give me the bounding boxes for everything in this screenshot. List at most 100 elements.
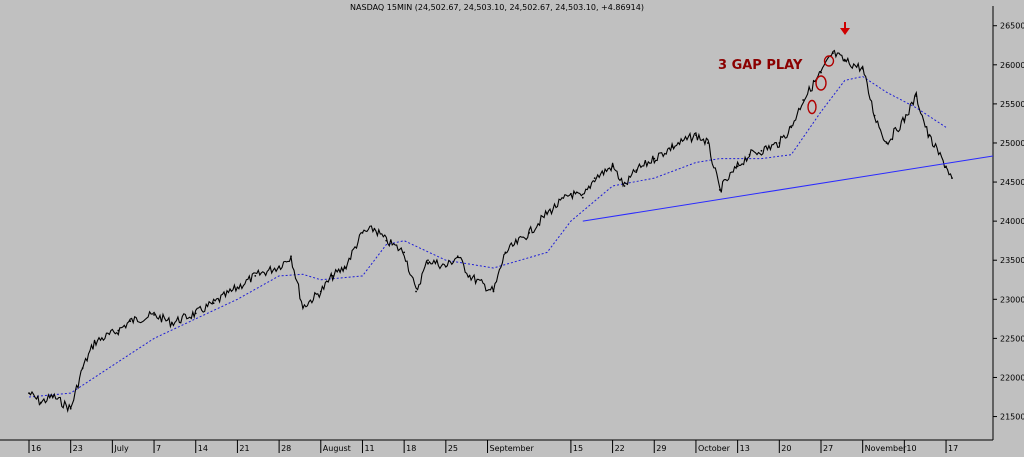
y-tick-label: 25500	[1000, 100, 1024, 109]
x-tick-label: 13	[740, 444, 750, 453]
moving-average-series	[28, 75, 947, 398]
price-point	[278, 265, 281, 268]
x-tick-label: October	[698, 444, 731, 453]
price-point	[302, 306, 304, 309]
price-point	[290, 255, 292, 258]
price-point	[718, 188, 721, 191]
price-point	[778, 142, 781, 144]
price-series	[28, 49, 953, 413]
price-point	[504, 251, 507, 254]
price-point	[748, 153, 751, 156]
price-point	[319, 290, 322, 293]
price-point	[153, 314, 155, 316]
price-point	[415, 290, 417, 293]
price-point	[468, 274, 471, 277]
y-tick-label: 21500	[1000, 413, 1024, 422]
price-point	[492, 290, 495, 293]
gap-circle-3	[823, 55, 835, 67]
price-point	[28, 392, 30, 395]
moving-average-line	[28, 75, 947, 398]
x-tick-label: 10	[906, 444, 916, 453]
price-point	[331, 274, 334, 277]
price-point	[802, 99, 805, 101]
price-point	[832, 52, 834, 54]
y-tick-label: 24500	[1000, 178, 1024, 187]
x-tick-label: 18	[406, 444, 416, 453]
price-point	[653, 157, 656, 160]
price-point	[706, 142, 709, 144]
price-point	[427, 259, 429, 262]
price-point	[861, 67, 864, 70]
y-tick-label: 23500	[1000, 256, 1024, 265]
x-tick-label: 25	[448, 444, 458, 453]
chart-title: NASDAQ 15MIN (24,502.67, 24,503.10, 24,5…	[350, 3, 644, 12]
price-point	[93, 341, 96, 344]
x-tick-label: November	[865, 444, 907, 453]
price-point	[885, 142, 888, 144]
y-tick-label: 24000	[1000, 217, 1024, 226]
price-point	[927, 134, 930, 137]
x-tick-label: July	[113, 444, 129, 453]
price-point	[194, 312, 197, 315]
y-tick-label: 22000	[1000, 373, 1024, 382]
y-tick-label: 26500	[1000, 22, 1024, 31]
price-point	[581, 196, 584, 199]
price-point	[81, 367, 84, 369]
price-point	[528, 231, 531, 234]
x-tick-label: 7	[156, 444, 161, 453]
annotation-3-gap-play: 3 GAP PLAY	[718, 58, 803, 73]
down-arrow-icon	[840, 22, 850, 35]
y-tick-label: 22500	[1000, 334, 1024, 343]
price-point	[611, 165, 614, 168]
price-point	[254, 274, 257, 277]
price-point	[212, 302, 215, 305]
price-point	[171, 321, 173, 324]
trendline	[582, 155, 994, 222]
x-tick-label: 17	[948, 444, 958, 453]
price-point	[236, 286, 239, 289]
price-point	[129, 320, 132, 323]
price-point	[736, 165, 739, 168]
price-point	[373, 228, 376, 230]
trendline-segment	[582, 155, 994, 222]
x-tick-label: 20	[781, 444, 791, 453]
price-point	[593, 177, 596, 180]
gap-circle-1	[807, 99, 817, 115]
price-point	[945, 165, 947, 168]
x-tick-label: 28	[281, 444, 291, 453]
price-point	[623, 185, 626, 187]
price-point	[444, 265, 447, 268]
price-point	[760, 149, 763, 152]
price-point	[903, 118, 906, 121]
x-tick-label: 23	[73, 444, 83, 453]
x-tick-label: 22	[615, 444, 625, 453]
price-point	[40, 401, 42, 404]
price-line	[28, 49, 953, 413]
x-tick-label: 27	[823, 444, 833, 453]
y-tick-label: 26000	[1000, 61, 1024, 70]
y-tick-label: 25000	[1000, 139, 1024, 148]
x-tick-label: 16	[31, 444, 41, 453]
price-point	[915, 95, 918, 97]
price-point	[635, 169, 638, 172]
price-point	[385, 239, 388, 242]
price-point	[820, 71, 822, 74]
price-point	[873, 114, 876, 117]
x-tick-label: September	[490, 444, 535, 453]
y-tick-label: 23000	[1000, 295, 1024, 304]
price-point	[361, 231, 364, 234]
price-point	[403, 251, 406, 254]
x-tick-label: 15	[573, 444, 583, 453]
price-point	[69, 407, 72, 410]
price-point	[843, 59, 846, 62]
x-tick-label: August	[323, 444, 351, 453]
price-point	[790, 126, 793, 129]
price-point	[695, 134, 697, 137]
price-point	[671, 145, 674, 148]
x-tick-label: 21	[239, 444, 249, 453]
annotations: 3 GAP PLAY	[718, 22, 850, 115]
price-point	[951, 177, 953, 180]
